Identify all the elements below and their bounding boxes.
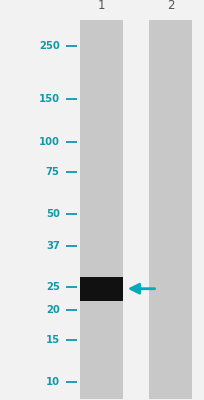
Bar [80,277,122,300]
Text: 37: 37 [46,241,59,251]
Text: 25: 25 [46,282,59,292]
Bar [80,20,122,399]
Text: 1: 1 [97,0,105,12]
Text: 75: 75 [46,167,59,177]
Text: 2: 2 [166,0,174,12]
Text: 20: 20 [46,305,59,315]
Text: 10: 10 [45,377,59,387]
Text: 150: 150 [39,94,59,104]
Text: 50: 50 [46,209,59,219]
Bar [149,20,191,399]
Text: 100: 100 [39,137,59,147]
Text: 250: 250 [39,41,59,51]
Text: 15: 15 [45,335,59,345]
